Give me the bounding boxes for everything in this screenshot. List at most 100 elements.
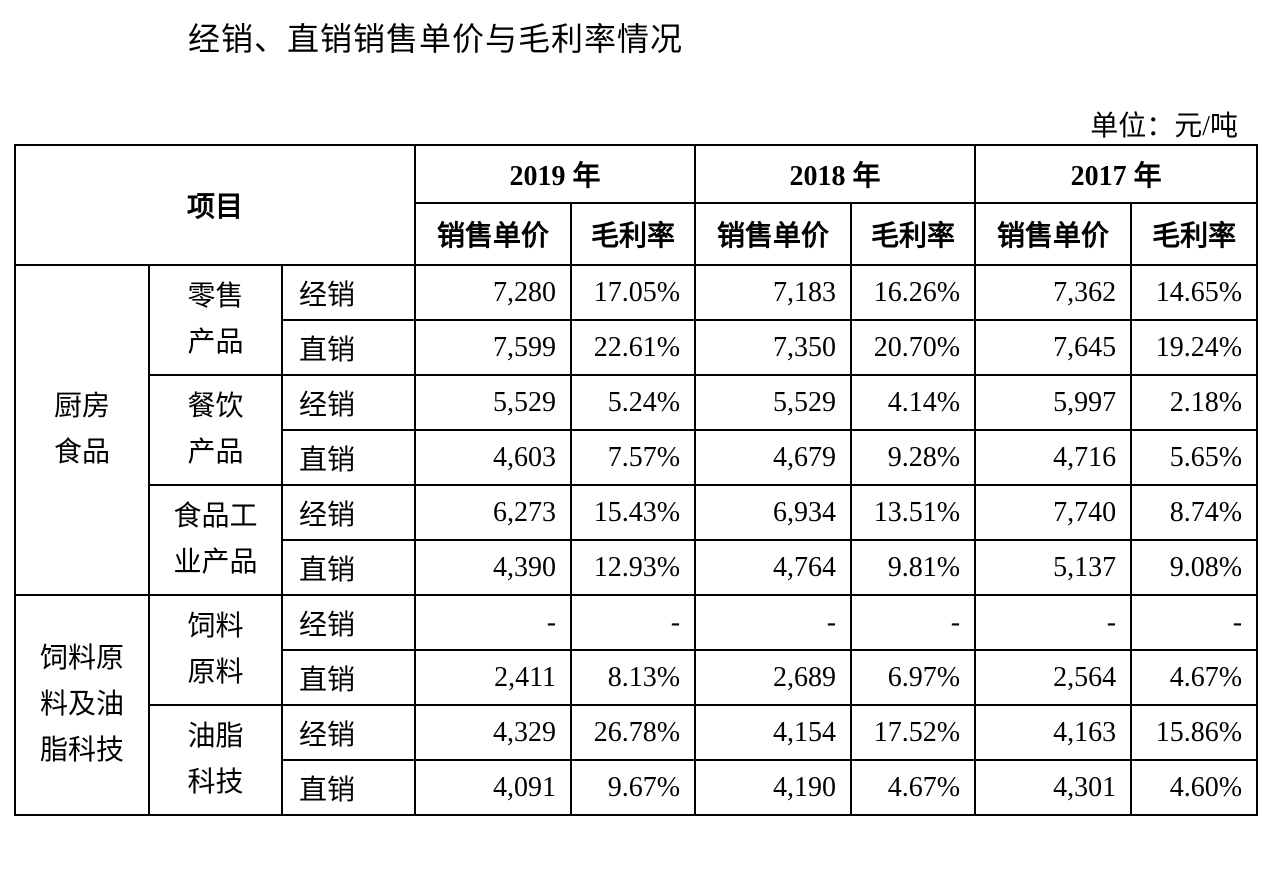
value-cell: 13.51% — [850, 484, 977, 541]
channel-cell: 直销 — [280, 539, 417, 596]
value-cell: 9.28% — [850, 429, 977, 486]
value-cell: 17.05% — [570, 264, 697, 321]
header-year-2018: 2018 年 — [694, 144, 977, 204]
table-row: 食品工 业产品 经销 6,273 15.43% 6,934 13.51% 7,740 8… — [15, 484, 1259, 596]
value-cell: - — [1130, 594, 1259, 651]
value-cell: 7,350 — [694, 319, 853, 376]
channel-cell: 经销 — [280, 594, 417, 651]
table-row: 厨房 食品 零售 产品 经销 7,280 17.05% 7,183 16.26% 7,3… — [14, 264, 1259, 596]
value-cell: 19.24% — [1130, 319, 1259, 376]
header-price: 销售单价 — [414, 202, 573, 266]
value-cell: 8.74% — [1130, 484, 1259, 541]
header-price: 销售单价 — [694, 202, 853, 266]
channel-cell: 直销 — [280, 319, 417, 376]
table-row: 直销 4,091 9.67% 4,190 4.67% 4,301 4.60% — [15, 759, 1259, 816]
subgroup-cell: 餐饮 产品 — [148, 374, 283, 486]
value-cell: 4,154 — [694, 704, 853, 761]
value-cell: 6,273 — [414, 484, 573, 541]
value-cell: 4,716 — [974, 429, 1133, 486]
value-cell: 14.65% — [1130, 264, 1259, 321]
value-cell: 4,301 — [974, 759, 1133, 816]
header-margin: 毛利率 — [570, 202, 697, 266]
value-cell: 7,599 — [414, 319, 573, 376]
value-cell: 12.93% — [570, 539, 697, 596]
table-row: 直销 7,599 22.61% 7,350 20.70% 7,645 19.24% — [15, 319, 1259, 376]
value-cell: 16.26% — [850, 264, 977, 321]
value-cell: 2.18% — [1130, 374, 1259, 431]
value-cell: 4.14% — [850, 374, 977, 431]
unit-label: 单位：元/吨 — [1090, 111, 1238, 142]
value-cell: 6.97% — [850, 649, 977, 706]
channel-cell: 经销 — [280, 484, 417, 541]
value-cell: 4,603 — [414, 429, 573, 486]
value-cell: 4.60% — [1130, 759, 1259, 816]
value-cell: - — [850, 594, 977, 651]
value-cell: - — [414, 594, 573, 651]
value-cell: 7,740 — [974, 484, 1133, 541]
value-cell: - — [694, 594, 853, 651]
group-cell: 厨房 食品 — [14, 264, 150, 596]
price-margin-table: 项目 2019 年 2018 年 2017 年 销售单价 毛利率 销售单价 毛利… — [13, 144, 1259, 816]
value-cell: 5,529 — [414, 374, 573, 431]
value-cell: 7,280 — [414, 264, 573, 321]
value-cell: 9.67% — [570, 759, 697, 816]
value-cell: 4,163 — [974, 704, 1133, 761]
value-cell: 20.70% — [850, 319, 977, 376]
value-cell: 4,091 — [414, 759, 573, 816]
value-cell: 4,329 — [414, 704, 573, 761]
subgroup-cell: 食品工 业产品 — [148, 484, 283, 596]
value-cell: 4,190 — [694, 759, 853, 816]
channel-cell: 直销 — [280, 429, 417, 486]
table-row: 直销 4,603 7.57% 4,679 9.28% 4,716 5.65% — [15, 429, 1259, 486]
header-price: 销售单价 — [974, 202, 1133, 266]
value-cell: 8.13% — [570, 649, 697, 706]
value-cell: 15.86% — [1130, 704, 1259, 761]
subgroup-cell: 饲料 原料 — [148, 594, 283, 706]
value-cell: 5.24% — [570, 374, 697, 431]
value-cell: 5,529 — [694, 374, 853, 431]
header-margin: 毛利率 — [1130, 202, 1259, 266]
value-cell: 5,137 — [974, 539, 1133, 596]
value-cell: 22.61% — [570, 319, 697, 376]
value-cell: 5,997 — [974, 374, 1133, 431]
value-cell: 2,564 — [974, 649, 1133, 706]
value-cell: 17.52% — [850, 704, 977, 761]
table-row: 直销 2,411 8.13% 2,689 6.97% 2,564 4.67% — [15, 649, 1259, 706]
value-cell: 5.65% — [1130, 429, 1259, 486]
value-cell: 7,183 — [694, 264, 853, 321]
value-cell: 4,390 — [414, 539, 573, 596]
table-row: 饲料原 料及油 脂科技 饲料 原料 经销 -- -- -- — [14, 594, 1259, 816]
header-margin: 毛利率 — [850, 202, 977, 266]
channel-cell: 经销 — [280, 704, 417, 761]
value-cell: 7.57% — [570, 429, 697, 486]
group-cell: 饲料原 料及油 脂科技 — [14, 594, 150, 816]
table-row: 直销 4,390 12.93% 4,764 9.81% 5,137 9.08% — [15, 539, 1259, 596]
value-cell: - — [974, 594, 1133, 651]
value-cell: 7,362 — [974, 264, 1133, 321]
header-year-2019: 2019 年 — [414, 144, 697, 204]
page-title: 经销、直销销售单价与毛利率情况 — [188, 21, 684, 57]
subgroup-cell: 零售 产品 — [148, 264, 283, 376]
value-cell: 2,411 — [414, 649, 573, 706]
header-item: 项目 — [13, 144, 417, 266]
value-cell: 9.81% — [850, 539, 977, 596]
value-cell: 9.08% — [1130, 539, 1259, 596]
table-row: 油脂 科技 经销 4,329 26.78% 4,154 17.52% 4,163 15.… — [15, 704, 1259, 816]
subgroup-cell: 油脂 科技 — [148, 704, 283, 816]
channel-cell: 经销 — [280, 264, 417, 321]
channel-cell: 经销 — [280, 374, 417, 431]
value-cell: 15.43% — [570, 484, 697, 541]
value-cell: 4,679 — [694, 429, 853, 486]
value-cell: - — [570, 594, 697, 651]
channel-cell: 直销 — [280, 759, 417, 816]
value-cell: 4,764 — [694, 539, 853, 596]
value-cell: 7,645 — [974, 319, 1133, 376]
header-year-2017: 2017 年 — [974, 144, 1259, 204]
value-cell: 2,689 — [694, 649, 853, 706]
value-cell: 4.67% — [1130, 649, 1259, 706]
value-cell: 6,934 — [694, 484, 853, 541]
table-row: 餐饮 产品 经销 5,529 5.24% 5,529 4.14% 5,997 2.18% — [15, 374, 1259, 486]
value-cell: 4.67% — [850, 759, 977, 816]
channel-cell: 直销 — [280, 649, 417, 706]
value-cell: 26.78% — [570, 704, 697, 761]
